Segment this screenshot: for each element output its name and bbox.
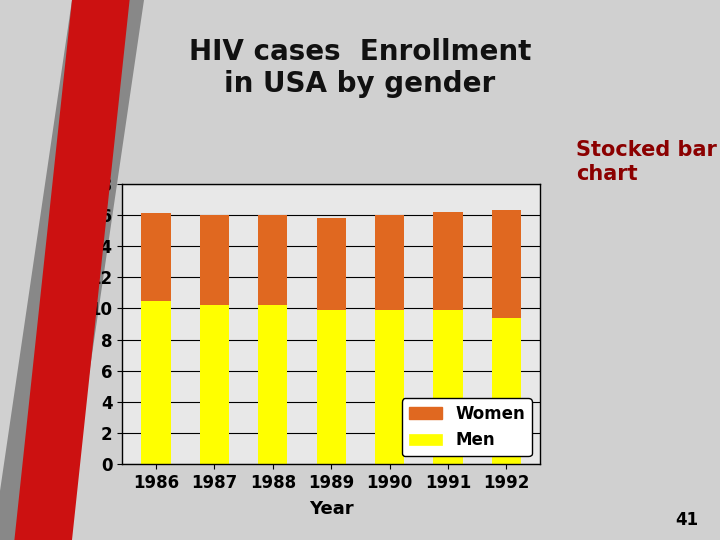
Bar [317,310,346,464]
Bar [375,310,404,464]
Bar [199,215,229,305]
Bar [492,318,521,464]
Legend: Women, Men: Women, Men [402,399,531,456]
Bar [492,210,521,318]
Bar [141,301,171,464]
Bar [375,215,404,310]
X-axis label: Year: Year [309,501,354,518]
Bar [141,213,171,301]
Text: Stocked bar
chart: Stocked bar chart [576,140,717,184]
Y-axis label: Enrollment (Thousands): Enrollment (Thousands) [63,203,81,445]
Bar [258,305,287,464]
Text: HIV cases  Enrollment
in USA by gender: HIV cases Enrollment in USA by gender [189,38,531,98]
Bar [433,310,463,464]
Bar [258,215,287,305]
Bar [199,305,229,464]
Bar [317,218,346,310]
Text: 41: 41 [675,511,698,529]
Bar [433,212,463,310]
